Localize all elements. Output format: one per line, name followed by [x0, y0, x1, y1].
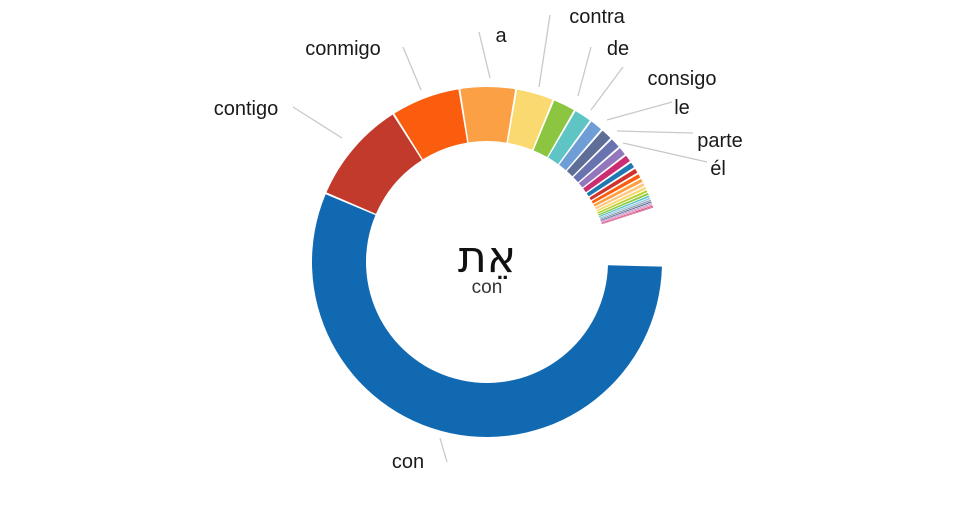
segment-minor-8[interactable]: [583, 155, 630, 193]
segment-de[interactable]: [533, 100, 574, 157]
callout-line-contra: [538, 14, 551, 88]
segment-consigo[interactable]: [548, 111, 590, 165]
segment-minor-10[interactable]: [589, 168, 638, 201]
callout-line-le: [606, 101, 673, 121]
segment-parte[interactable]: [566, 130, 611, 177]
segment-a[interactable]: [460, 87, 516, 143]
segment-label-consigo: consigo: [648, 68, 717, 90]
segment-minor-13[interactable]: [595, 183, 645, 210]
segment-le[interactable]: [559, 121, 602, 171]
segment-minor-17[interactable]: [598, 195, 650, 218]
segment-minor-9[interactable]: [586, 162, 635, 197]
segment-minor-11[interactable]: [591, 174, 641, 204]
segment-minor-12[interactable]: [593, 178, 643, 207]
segment-él[interactable]: [573, 139, 619, 183]
segment-minor-7[interactable]: [578, 148, 625, 188]
segment-minor-19[interactable]: [600, 199, 651, 220]
callout-lines-group: [292, 14, 708, 463]
segment-label-contigo: contigo: [214, 98, 279, 120]
segment-contigo[interactable]: [326, 114, 422, 214]
segment-minor-23[interactable]: [601, 205, 653, 224]
segment-label-contra: contra: [569, 6, 625, 28]
segment-label-de: de: [607, 38, 629, 60]
segment-minor-24[interactable]: [601, 206, 654, 225]
segment-minor-15[interactable]: [597, 190, 648, 214]
segment-label-él: él: [710, 158, 726, 180]
callout-line-conmigo: [402, 46, 422, 91]
segment-minor-22[interactable]: [601, 204, 653, 223]
segment-label-conmigo: conmigo: [305, 38, 381, 60]
callout-line-él: [622, 142, 708, 163]
segment-minor-14[interactable]: [596, 186, 647, 212]
callout-line-parte: [616, 130, 694, 134]
segment-minor-20[interactable]: [600, 201, 652, 221]
callout-line-consigo: [590, 66, 624, 111]
segment-minor-18[interactable]: [599, 197, 651, 219]
segment-con[interactable]: [312, 194, 662, 437]
segments-group: [312, 87, 662, 437]
callout-line-a: [478, 31, 491, 79]
center-hebrew-word: אֵת: [458, 232, 516, 283]
segment-contra[interactable]: [507, 89, 553, 150]
segment-minor-21[interactable]: [600, 202, 653, 222]
segment-label-le: le: [674, 97, 690, 119]
segment-conmigo[interactable]: [394, 89, 468, 160]
callout-line-contigo: [292, 106, 343, 139]
segment-label-parte: parte: [697, 130, 743, 152]
callout-line-con: [439, 437, 448, 463]
center-gloss-label: con: [472, 277, 503, 298]
segment-minor-16[interactable]: [598, 193, 649, 216]
segment-label-con: con: [392, 451, 424, 473]
segment-label-a: a: [495, 25, 507, 47]
callout-line-de: [577, 46, 592, 97]
